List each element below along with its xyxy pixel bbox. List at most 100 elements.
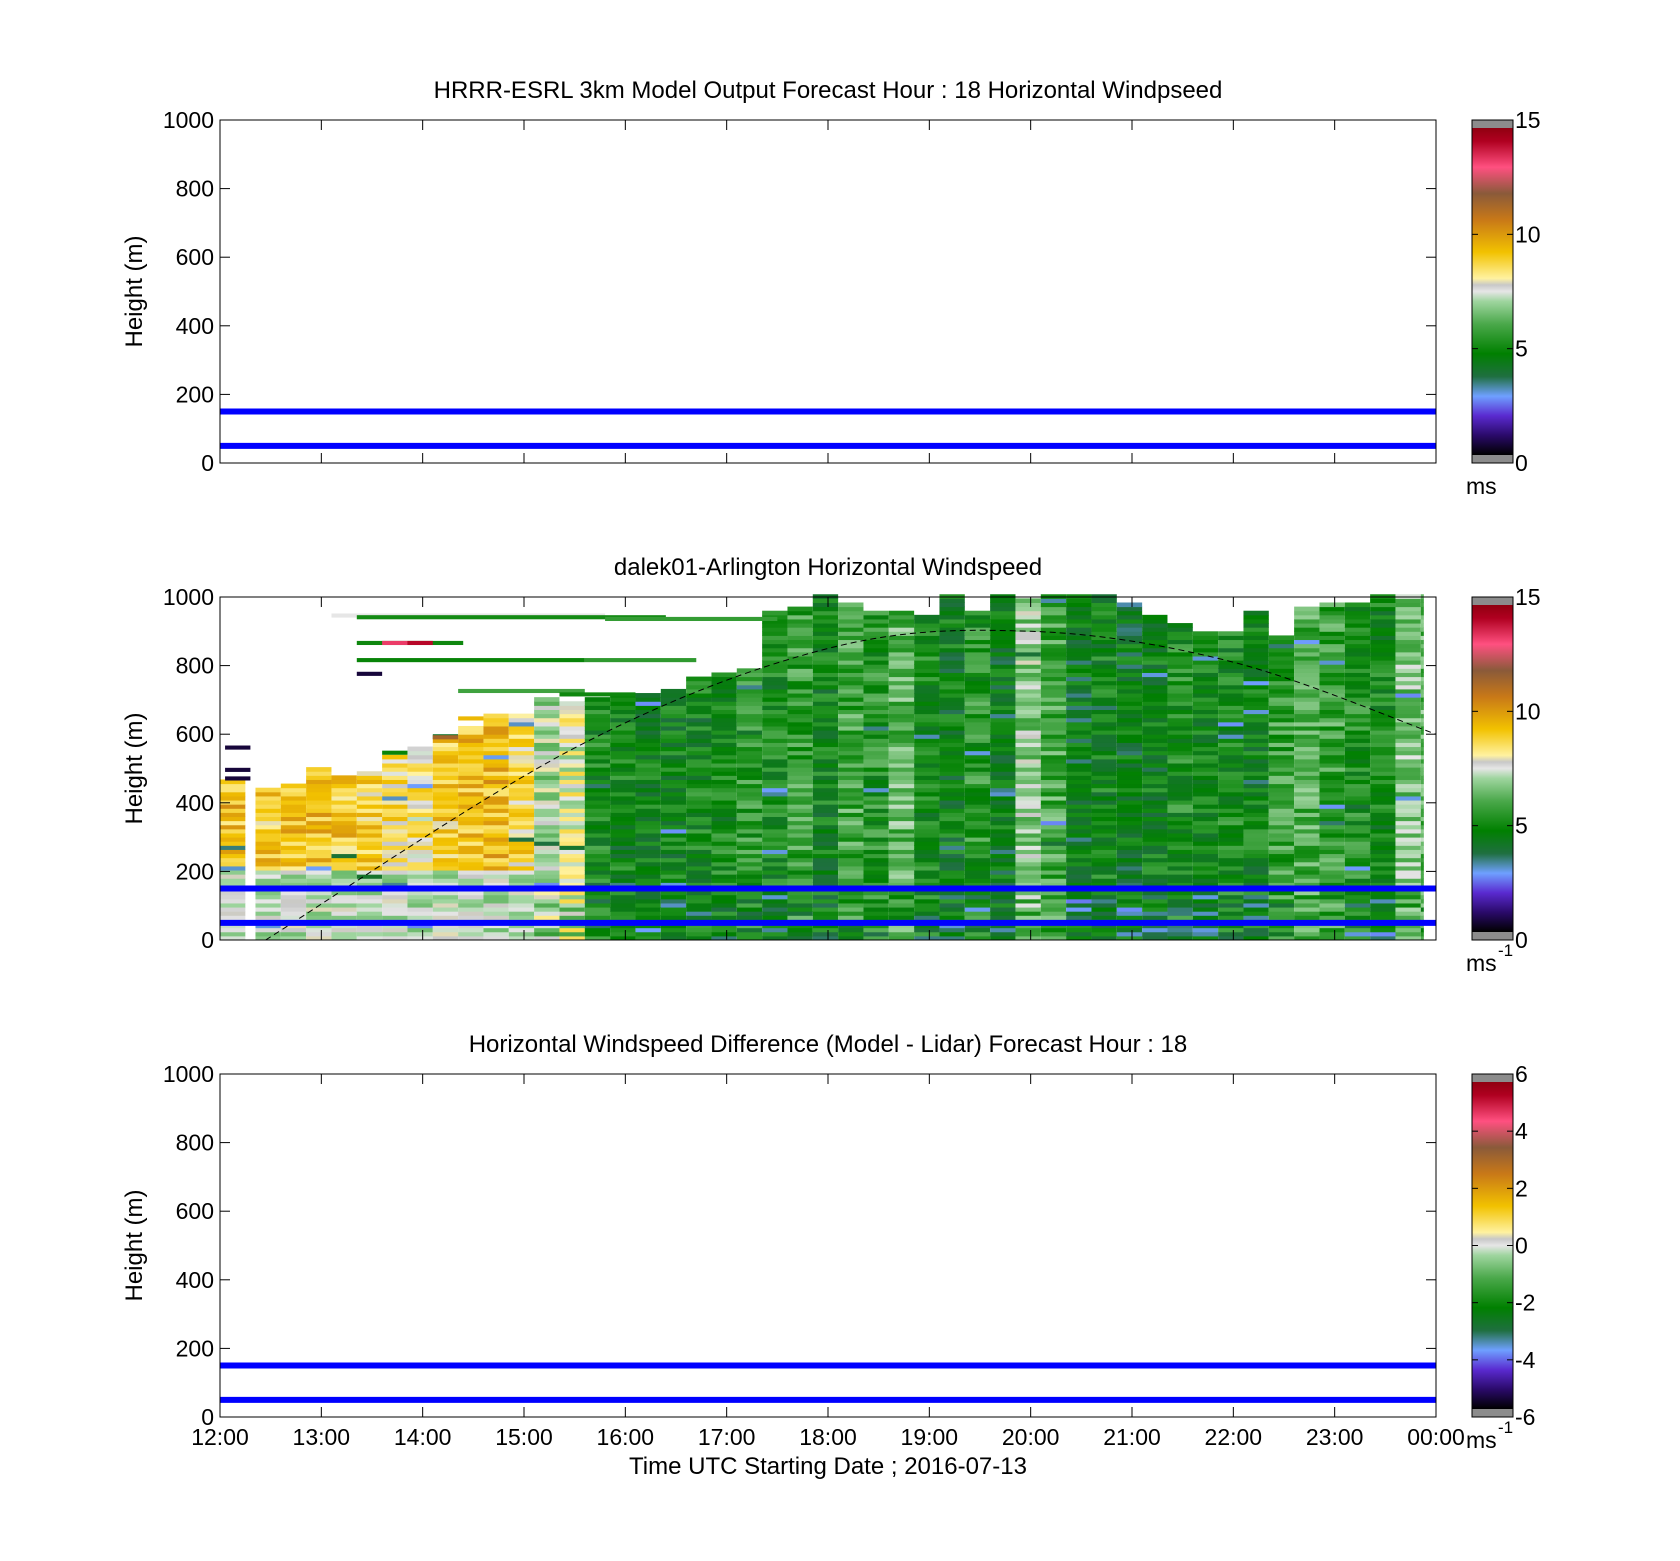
heatmap-cell (1218, 865, 1244, 871)
heatmap-cell (888, 935, 915, 941)
heatmap-cell (939, 688, 965, 694)
heatmap-cell (432, 795, 459, 801)
heatmap-cell (1294, 771, 1320, 776)
x-axis-label: Time UTC Starting Date ; 2016-07-13 (629, 1453, 1027, 1480)
heatmap-cell (508, 894, 535, 900)
heatmap-cell (382, 779, 408, 785)
heatmap-cell (483, 837, 509, 842)
heatmap-cell (610, 791, 636, 797)
heatmap-cell (1116, 828, 1143, 834)
heatmap-cell (863, 660, 889, 665)
heatmap-cell (812, 668, 839, 673)
heatmap-cell (1218, 837, 1244, 842)
heatmap-cell (1218, 734, 1244, 739)
heatmap-cell (306, 795, 332, 801)
heatmap-cell (1420, 841, 1424, 846)
heatmap-cell (914, 874, 940, 879)
heatmap-cell (736, 865, 763, 871)
heatmap-cell (331, 890, 357, 896)
heatmap-cell (736, 721, 763, 727)
heatmap-cell (1066, 606, 1092, 612)
heatmap-cell (458, 725, 484, 731)
heatmap-cell (762, 705, 788, 711)
x-tick-label: 19:00 (901, 1424, 959, 1450)
heatmap-cell (1268, 791, 1295, 797)
heatmap-cell (686, 742, 712, 748)
boundary-layer-curve (265, 629, 1437, 941)
heatmap-cell (939, 870, 965, 875)
heatmap-cell (1116, 602, 1143, 608)
heatmap-cell (1116, 915, 1143, 920)
heatmap-cell (1319, 861, 1345, 867)
heatmap-cell (1294, 627, 1320, 632)
colorbar-unit: ms (1466, 1427, 1497, 1453)
heatmap-cell (534, 804, 560, 809)
heatmap-cell (939, 668, 965, 673)
heatmap-cell (1192, 812, 1219, 818)
heatmap-cell (432, 820, 459, 826)
heatmap-cell (1243, 767, 1269, 772)
heatmap-cell (762, 845, 788, 850)
heatmap-cell (1091, 861, 1117, 867)
heatmap-cell (686, 701, 712, 706)
heatmap-cell (660, 779, 687, 785)
heatmap-cell (559, 865, 585, 871)
heatmap-cell (1395, 787, 1421, 793)
heatmap-cell (559, 915, 585, 920)
heatmap-cell (838, 655, 864, 661)
heatmap-cell (711, 725, 737, 731)
heatmap-cell (1116, 837, 1143, 842)
heatmap-cell (888, 795, 915, 801)
heatmap-cell (863, 725, 889, 731)
heatmap-cell (559, 713, 585, 719)
heatmap-cell (1040, 890, 1067, 896)
heatmap-cell (1116, 787, 1143, 793)
heatmap-cell (660, 693, 687, 698)
heatmap-cell (1142, 705, 1168, 711)
heatmap-cell (888, 787, 915, 793)
heatmap-cell (1344, 734, 1371, 739)
heatmap-cell (1040, 870, 1067, 875)
y-tick-label: 800 (176, 176, 214, 202)
heatmap-cell (711, 701, 737, 706)
heatmap-cell (1192, 725, 1219, 731)
heatmap-cell (838, 709, 864, 715)
heatmap-cell (812, 771, 839, 776)
heatmap-cell (356, 857, 383, 863)
heatmap-cell (660, 725, 687, 731)
heatmap-cell (1344, 742, 1371, 748)
heatmap-cell (812, 639, 839, 645)
heatmap-cell (635, 849, 661, 855)
heatmap-cell (736, 878, 763, 883)
heatmap-cell (534, 746, 560, 752)
heatmap-cell (686, 705, 712, 711)
heatmap-cell (1243, 915, 1269, 920)
heatmap-cell (762, 758, 788, 764)
heatmap-cell (1268, 713, 1295, 719)
heatmap-cell (1268, 655, 1295, 661)
heatmap-cell (1116, 647, 1143, 653)
heatmap-cell (508, 845, 535, 850)
heatmap-cell (610, 730, 636, 735)
heatmap-cell (939, 647, 965, 653)
heatmap-cell (990, 664, 1016, 669)
heatmap-cell (863, 763, 889, 768)
heatmap-cell (432, 878, 459, 883)
heatmap-cell (1294, 832, 1320, 838)
heatmap-cell (1218, 832, 1244, 838)
heatmap-cell (407, 902, 433, 908)
heatmap-cell (787, 717, 813, 723)
heatmap-cell (1370, 655, 1396, 661)
heatmap-cell (1192, 717, 1219, 723)
heatmap-cell (483, 857, 509, 863)
heatmap-cell (1192, 898, 1219, 904)
heatmap-cell (534, 705, 560, 711)
heatmap-cell (914, 931, 940, 937)
heatmap-cell (1370, 795, 1396, 801)
heatmap-cell (306, 832, 332, 838)
heatmap-cell (1116, 758, 1143, 764)
heatmap-cell (1116, 857, 1143, 863)
heatmap-cell (762, 660, 788, 665)
heatmap-cell (812, 894, 839, 900)
heatmap-cell (660, 816, 687, 822)
